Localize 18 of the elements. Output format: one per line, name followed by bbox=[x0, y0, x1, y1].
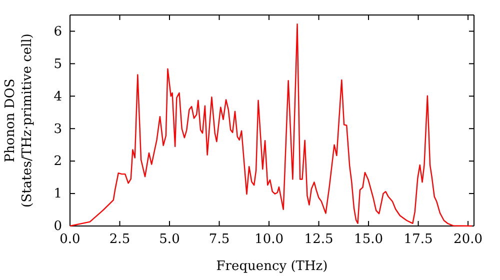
x-tick-label: 0.0 bbox=[60, 232, 80, 248]
x-axis-title: Frequency (THz) bbox=[216, 259, 328, 274]
y-tick-label: 2 bbox=[54, 154, 62, 170]
x-tick-label: 12.5 bbox=[304, 232, 334, 248]
x-tick-label: 15.0 bbox=[354, 232, 383, 248]
y-tick-label: 0 bbox=[54, 219, 62, 234]
x-tick-label: 17.5 bbox=[404, 232, 433, 248]
y-tick-label: 6 bbox=[54, 24, 62, 40]
y-tick-label: 1 bbox=[54, 186, 62, 202]
y-tick-label: 5 bbox=[54, 56, 62, 72]
x-tick-label: 10.0 bbox=[254, 232, 284, 248]
x-tick-label: 7.5 bbox=[208, 232, 230, 248]
y-tick-label: 3 bbox=[54, 122, 62, 137]
y-axis-title: Phonon DOS (States/THz·primitive cell) bbox=[3, 33, 35, 208]
y-tick-label: 4 bbox=[54, 89, 62, 104]
x-tick-label: 5.0 bbox=[159, 232, 180, 248]
x-tick-label: 2.5 bbox=[109, 232, 130, 248]
x-tick-label: 20.0 bbox=[454, 232, 483, 248]
